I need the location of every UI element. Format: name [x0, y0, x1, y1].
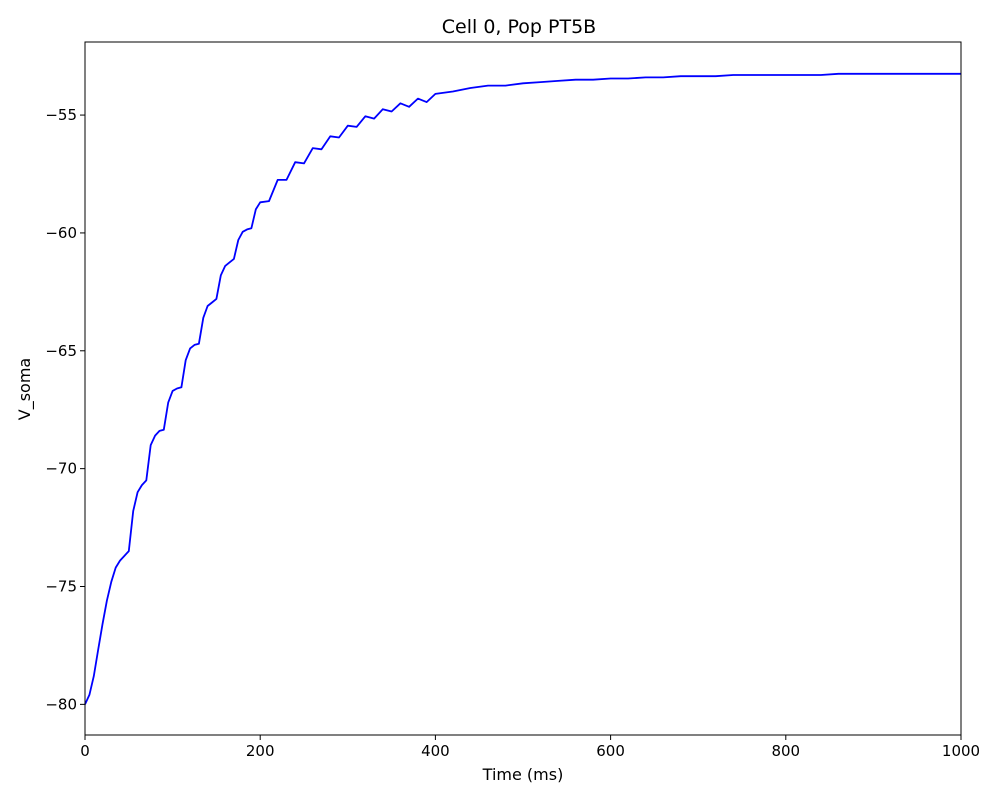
x-tick-label: 1000 — [942, 742, 980, 760]
y-axis: −80 −75 −70 −65 −60 −55 — [45, 106, 85, 713]
x-tick-label: 400 — [421, 742, 450, 760]
y-tick-label: −70 — [45, 460, 77, 478]
x-tick-label: 200 — [246, 742, 275, 760]
x-tick-label: 800 — [771, 742, 800, 760]
y-tick-label: −55 — [45, 106, 77, 124]
chart-title: Cell 0, Pop PT5B — [442, 16, 596, 38]
plot-area — [84, 72, 961, 705]
y-tick-label: −60 — [45, 224, 77, 242]
y-axis-label: V_soma — [15, 358, 35, 420]
y-tick-label: −80 — [45, 695, 77, 713]
y-tick-label: −75 — [45, 578, 77, 596]
x-axis: 0 200 400 600 800 1000 — [80, 735, 980, 760]
x-tick-label: 0 — [80, 742, 90, 760]
series-line-0 — [84, 72, 961, 705]
x-axis-label: Time (ms) — [482, 765, 564, 784]
y-tick-label: −65 — [45, 342, 77, 360]
x-tick-label: 600 — [596, 742, 625, 760]
plot-frame — [84, 41, 962, 736]
